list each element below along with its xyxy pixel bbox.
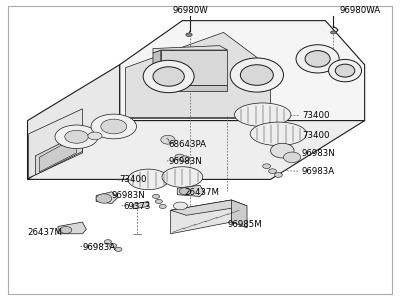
- Polygon shape: [133, 202, 148, 209]
- Ellipse shape: [152, 194, 160, 199]
- Text: 96983A: 96983A: [302, 167, 335, 176]
- Ellipse shape: [186, 33, 192, 37]
- Ellipse shape: [88, 132, 102, 140]
- Ellipse shape: [143, 60, 194, 93]
- Ellipse shape: [335, 64, 355, 77]
- Ellipse shape: [330, 31, 336, 34]
- Ellipse shape: [180, 156, 190, 162]
- Ellipse shape: [173, 202, 188, 210]
- Polygon shape: [170, 200, 231, 234]
- Polygon shape: [120, 21, 365, 121]
- Ellipse shape: [60, 226, 72, 233]
- Polygon shape: [153, 50, 161, 88]
- Polygon shape: [35, 132, 82, 175]
- Ellipse shape: [104, 240, 112, 244]
- Ellipse shape: [274, 172, 282, 177]
- Text: 96983A: 96983A: [82, 243, 116, 252]
- Text: 96983N: 96983N: [169, 157, 202, 166]
- Text: 26437M: 26437M: [28, 228, 62, 237]
- Polygon shape: [28, 65, 120, 179]
- Text: 96980WA: 96980WA: [339, 6, 380, 15]
- Ellipse shape: [234, 103, 291, 127]
- Ellipse shape: [296, 45, 339, 73]
- Polygon shape: [58, 222, 86, 234]
- Ellipse shape: [240, 65, 273, 85]
- Ellipse shape: [128, 169, 169, 190]
- Polygon shape: [161, 85, 228, 91]
- Polygon shape: [29, 109, 82, 178]
- Ellipse shape: [263, 164, 270, 169]
- Ellipse shape: [91, 114, 136, 139]
- Ellipse shape: [55, 125, 98, 148]
- Ellipse shape: [161, 135, 175, 144]
- Text: 96983N: 96983N: [302, 149, 336, 158]
- Polygon shape: [39, 137, 76, 172]
- Ellipse shape: [115, 247, 122, 251]
- Text: 96980W: 96980W: [172, 6, 208, 15]
- Text: 26437M: 26437M: [184, 188, 219, 197]
- Ellipse shape: [162, 167, 203, 187]
- Text: 68643PA: 68643PA: [169, 140, 207, 148]
- Polygon shape: [231, 200, 247, 228]
- Text: 69373: 69373: [124, 202, 151, 211]
- Ellipse shape: [65, 130, 88, 143]
- Text: 73400: 73400: [120, 176, 147, 184]
- Ellipse shape: [269, 169, 276, 173]
- Polygon shape: [153, 46, 228, 53]
- Ellipse shape: [159, 204, 166, 208]
- Ellipse shape: [153, 67, 184, 86]
- Text: 96985M: 96985M: [228, 220, 262, 229]
- Polygon shape: [177, 185, 204, 197]
- Text: 96983N: 96983N: [112, 191, 146, 200]
- Ellipse shape: [284, 152, 301, 163]
- Ellipse shape: [96, 194, 112, 203]
- Ellipse shape: [230, 58, 284, 92]
- Ellipse shape: [270, 143, 294, 158]
- Text: 73400: 73400: [302, 131, 330, 140]
- Polygon shape: [96, 192, 118, 203]
- Ellipse shape: [101, 119, 127, 134]
- Polygon shape: [126, 32, 270, 118]
- Ellipse shape: [110, 244, 116, 248]
- Polygon shape: [28, 121, 365, 179]
- Polygon shape: [161, 50, 228, 85]
- Text: 73400: 73400: [302, 111, 330, 120]
- Ellipse shape: [155, 200, 162, 203]
- Ellipse shape: [175, 154, 184, 160]
- Ellipse shape: [328, 59, 362, 82]
- Ellipse shape: [179, 188, 191, 195]
- Ellipse shape: [250, 122, 307, 146]
- Ellipse shape: [305, 51, 330, 67]
- Polygon shape: [170, 200, 247, 215]
